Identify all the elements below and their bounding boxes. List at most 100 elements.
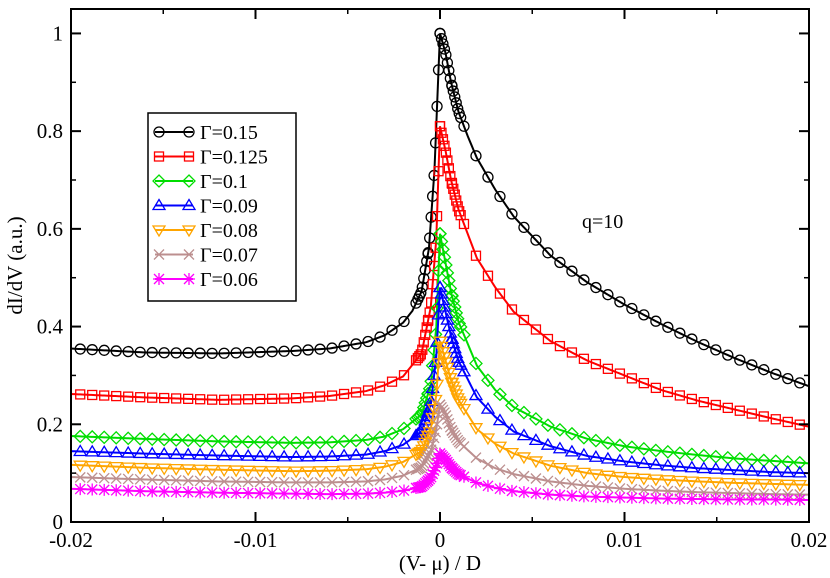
data-point <box>481 479 494 492</box>
data-point <box>541 488 554 501</box>
data-point <box>614 368 626 379</box>
data-point <box>576 430 591 445</box>
data-point <box>206 486 219 499</box>
data-point <box>542 247 554 259</box>
data-point <box>417 344 428 355</box>
data-point <box>782 372 794 385</box>
data-point <box>684 460 699 473</box>
data-point <box>624 472 640 485</box>
legend-item: Γ=0.06 <box>153 269 258 291</box>
data-point <box>326 390 338 401</box>
data-point <box>436 242 450 257</box>
data-point <box>440 410 452 421</box>
data-point <box>374 486 387 499</box>
data-point <box>441 413 453 425</box>
data-point <box>433 166 444 177</box>
data-point <box>277 435 292 450</box>
data-point <box>493 387 507 402</box>
data-point <box>266 346 278 358</box>
data-point <box>447 385 462 398</box>
data-point <box>110 484 123 497</box>
data-point <box>506 208 518 220</box>
data-point <box>145 432 160 447</box>
data-point <box>338 388 350 400</box>
legend-label: Γ=0.1 <box>200 171 248 193</box>
data-point <box>312 466 328 479</box>
data-point <box>540 460 556 473</box>
data-point <box>414 351 425 362</box>
data-point <box>449 305 464 320</box>
data-point <box>98 472 110 484</box>
data-point <box>86 472 98 484</box>
data-point <box>436 401 447 413</box>
data-point <box>450 97 462 109</box>
data-point <box>181 433 196 448</box>
data-point <box>446 177 457 189</box>
data-point <box>362 335 374 348</box>
data-point <box>481 373 495 388</box>
data-point <box>686 393 697 405</box>
data-point <box>746 359 758 371</box>
data-point <box>576 447 592 460</box>
data-point <box>373 430 387 445</box>
data-point <box>684 476 699 489</box>
data-point <box>398 484 411 497</box>
data-point <box>74 471 86 483</box>
data-point <box>111 390 122 402</box>
data-point <box>517 486 530 499</box>
data-point <box>416 460 428 472</box>
data-point <box>494 464 506 476</box>
data-point <box>206 475 218 487</box>
data-point <box>206 394 218 405</box>
data-point <box>734 405 745 416</box>
y-tick-label: 1 <box>53 21 64 45</box>
data-point <box>626 373 638 384</box>
legend-item: Γ=0.07 <box>153 245 258 267</box>
data-point <box>650 382 662 394</box>
data-point <box>181 464 196 477</box>
data-point <box>530 473 542 484</box>
data-point <box>709 493 722 506</box>
data-point <box>424 232 436 244</box>
data-point <box>146 474 158 486</box>
data-point <box>159 392 170 404</box>
data-point <box>361 432 375 447</box>
data-point <box>436 127 447 138</box>
data-point <box>698 397 709 408</box>
data-point <box>454 469 467 482</box>
data-point <box>530 234 542 246</box>
data-point <box>242 476 254 488</box>
data-point <box>230 394 242 405</box>
data-point <box>505 484 518 497</box>
data-point <box>468 423 484 435</box>
data-point <box>442 155 453 166</box>
data-point <box>121 445 136 458</box>
data-point <box>336 448 352 461</box>
series-3 <box>70 280 810 478</box>
data-point <box>133 431 148 446</box>
data-point <box>314 391 326 402</box>
data-point <box>431 100 443 113</box>
legend-item: Γ=0.125 <box>153 147 268 169</box>
data-point <box>792 479 807 492</box>
data-point <box>722 349 734 361</box>
data-point <box>228 448 244 461</box>
data-point <box>733 493 746 506</box>
data-point <box>181 225 197 238</box>
data-point <box>183 393 194 404</box>
data-point <box>447 85 459 97</box>
data-point <box>440 265 455 280</box>
data-point <box>662 485 674 497</box>
legend-item: Γ=0.08 <box>151 220 258 242</box>
data-point <box>625 491 638 504</box>
data-point <box>684 447 699 462</box>
data-point <box>758 364 770 376</box>
data-point <box>428 464 441 477</box>
data-point <box>110 345 122 357</box>
data-point <box>770 368 782 380</box>
data-point <box>230 486 243 499</box>
data-point <box>266 393 278 404</box>
data-point <box>109 461 124 474</box>
data-point <box>206 347 218 360</box>
data-point <box>637 492 650 505</box>
